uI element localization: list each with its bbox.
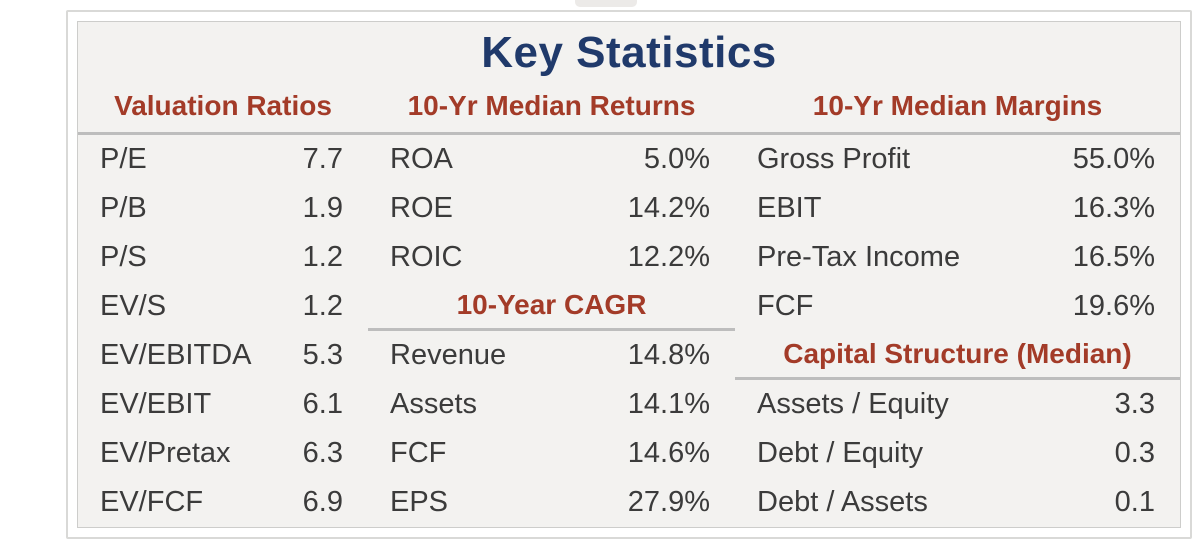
row-label: P/S — [100, 241, 147, 273]
row-label: Assets / Equity — [757, 388, 949, 420]
table-row-pretax-income: Pre-Tax Income 16.5% — [735, 233, 1180, 282]
row-value: 14.6% — [627, 437, 710, 469]
row-label: EV/EBIT — [100, 388, 212, 420]
row-label: Assets — [390, 388, 478, 420]
table-row-evpretax: EV/Pretax 6.3 — [78, 429, 368, 478]
row-label: P/B — [100, 192, 147, 224]
row-label: FCF — [390, 437, 447, 469]
column-valuation-ratios: P/E 7.7 P/B 1.9 P/S 1.2 EV/S 1.2 — [78, 135, 368, 527]
table-row-ps: P/S 1.2 — [78, 233, 368, 282]
table-row-ebit-margin: EBIT 16.3% — [735, 184, 1180, 233]
row-label: Revenue — [390, 339, 507, 371]
row-label: EPS — [390, 486, 449, 518]
row-value: 1.2 — [302, 241, 343, 273]
row-label: EV/EBITDA — [100, 339, 252, 371]
table-row-roa: ROA 5.0% — [368, 135, 735, 184]
row-label: ROE — [390, 192, 453, 224]
row-value: 16.3% — [1072, 192, 1155, 224]
column-header-10yr-median-margins: 10-Yr Median Margins — [812, 90, 1103, 121]
table-row-eps: EPS 27.9% — [368, 478, 735, 527]
table-row-pb: P/B 1.9 — [78, 184, 368, 233]
row-label: EV/S — [100, 290, 167, 322]
row-label: EBIT — [757, 192, 822, 224]
table-row-debt-assets: Debt / Assets 0.1 — [735, 478, 1180, 527]
row-value: 16.5% — [1072, 241, 1155, 273]
table-row-fcf-margin: FCF 19.6% — [735, 282, 1180, 331]
row-value: 5.0% — [643, 143, 710, 175]
row-value: 0.1 — [1114, 486, 1155, 518]
row-value: 27.9% — [627, 486, 710, 518]
row-value: 14.2% — [627, 192, 710, 224]
table-row-fcf-cagr: FCF 14.6% — [368, 429, 735, 478]
subheader-capital-structure: Capital Structure (Median) — [735, 331, 1180, 380]
table-row-roic: ROIC 12.2% — [368, 233, 735, 282]
row-label: EV/FCF — [100, 486, 204, 518]
row-label: Debt / Assets — [757, 486, 928, 518]
table-row-debt-equity: Debt / Equity 0.3 — [735, 429, 1180, 478]
table-row-pe: P/E 7.7 — [78, 135, 368, 184]
column-header-10yr-median-returns: 10-Yr Median Returns — [407, 90, 696, 121]
row-label: Pre-Tax Income — [757, 241, 961, 273]
table-row-assets-equity: Assets / Equity 3.3 — [735, 380, 1180, 429]
row-value: 19.6% — [1072, 290, 1155, 322]
row-value: 5.3 — [302, 339, 343, 371]
row-value: 6.1 — [302, 388, 343, 420]
column-header-valuation-ratios: Valuation Ratios — [114, 90, 332, 121]
table-row-revenue: Revenue 14.8% — [368, 331, 735, 380]
row-value: 6.9 — [302, 486, 343, 518]
table-row-evfcf: EV/FCF 6.9 — [78, 478, 368, 527]
row-value: 7.7 — [302, 143, 343, 175]
column-median-margins: Gross Profit 55.0% EBIT 16.3% Pre-Tax In… — [735, 135, 1180, 527]
row-label: EV/Pretax — [100, 437, 231, 469]
table-row-roe: ROE 14.2% — [368, 184, 735, 233]
row-value: 1.2 — [302, 290, 343, 322]
key-statistics-card: Key Statistics Valuation Ratios 10-Yr Me… — [66, 10, 1192, 539]
key-statistics-table: Key Statistics Valuation Ratios 10-Yr Me… — [77, 21, 1181, 528]
row-value: 3.3 — [1114, 388, 1155, 420]
row-value: 55.0% — [1072, 143, 1155, 175]
table-row-gross-profit: Gross Profit 55.0% — [735, 135, 1180, 184]
row-value: 1.9 — [302, 192, 343, 224]
row-value: 6.3 — [302, 437, 343, 469]
row-value: 12.2% — [627, 241, 710, 273]
row-label: ROA — [390, 143, 453, 175]
header-divider — [78, 132, 1180, 135]
table-header: Key Statistics Valuation Ratios 10-Yr Me… — [78, 22, 1180, 132]
row-value: 14.8% — [627, 339, 710, 371]
table-row-evebitda: EV/EBITDA 5.3 — [78, 331, 368, 380]
top-notch — [575, 0, 637, 7]
row-label: P/E — [100, 143, 147, 175]
column-headers-row: Valuation Ratios 10-Yr Median Returns 10… — [78, 75, 1180, 132]
row-label: ROIC — [390, 241, 463, 273]
table-row-evebit: EV/EBIT 6.1 — [78, 380, 368, 429]
table-row-evs: EV/S 1.2 — [78, 282, 368, 331]
table-body: P/E 7.7 P/B 1.9 P/S 1.2 EV/S 1.2 — [78, 135, 1180, 527]
row-value: 0.3 — [1114, 437, 1155, 469]
row-label: FCF — [757, 290, 814, 322]
column-median-returns: ROA 5.0% ROE 14.2% ROIC 12.2% 10-Year CA… — [368, 135, 735, 527]
subheader-10-year-cagr: 10-Year CAGR — [368, 282, 735, 331]
table-row-assets: Assets 14.1% — [368, 380, 735, 429]
row-label: Gross Profit — [757, 143, 911, 175]
table-title: Key Statistics — [481, 28, 777, 77]
row-label: Debt / Equity — [757, 437, 924, 469]
row-value: 14.1% — [627, 388, 710, 420]
